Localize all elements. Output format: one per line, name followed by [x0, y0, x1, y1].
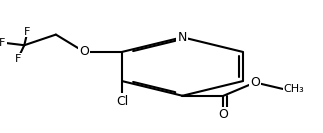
Text: O: O	[250, 76, 260, 89]
Text: F: F	[24, 27, 31, 37]
Text: O: O	[219, 108, 228, 121]
Text: Cl: Cl	[116, 95, 128, 108]
Text: F: F	[0, 38, 5, 48]
Text: CH₃: CH₃	[284, 84, 304, 94]
Text: N: N	[178, 31, 187, 44]
Text: O: O	[79, 45, 89, 58]
Text: F: F	[15, 53, 21, 64]
